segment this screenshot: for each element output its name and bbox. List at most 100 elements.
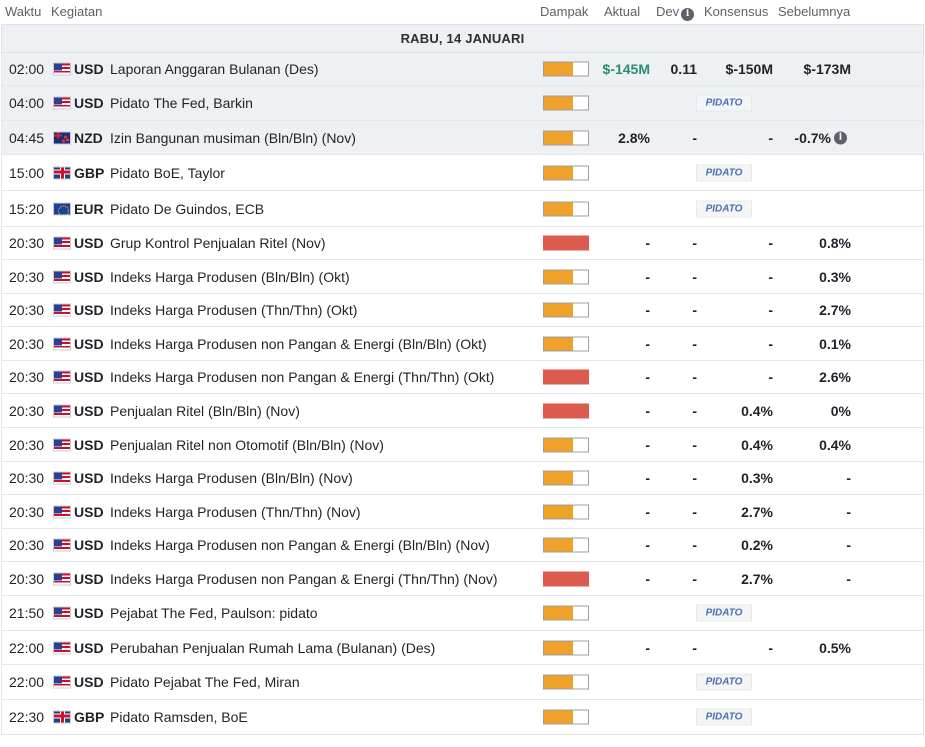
table-row[interactable]: 20:30 USD Grup Kontrol Penjualan Ritel (No… [1, 227, 924, 260]
event-currency: USD [74, 302, 104, 318]
table-row[interactable]: 20:30 USD Indeks Harga Produsen non Pangan… [1, 529, 924, 562]
table-row[interactable]: 15:20 EUR Pidato De Guindos, ECB PIDATO [1, 191, 924, 227]
table-row[interactable]: 20:30 USD Penjualan Ritel (Bln/Bln) (Nov) -… [1, 394, 924, 428]
event-name[interactable]: Indeks Harga Produsen non Pangan & Energ… [110, 335, 487, 352]
event-time: 15:00 [9, 164, 45, 181]
table-row[interactable]: 20:30 USD Indeks Harga Produsen (Bln/Bln) … [1, 260, 924, 294]
impact-medium-bar [543, 640, 589, 655]
consensus-value: - [768, 335, 773, 352]
event-time: 22:00 [9, 639, 45, 656]
event-name[interactable]: Pejabat The Fed, Paulson: pidato [110, 605, 318, 621]
event-time: 20:30 [9, 302, 45, 318]
event-name[interactable]: Indeks Harga Produsen (Thn/Thn) (Nov) [110, 503, 361, 520]
impact-medium-bar [543, 504, 589, 519]
header-dampak[interactable]: Dampak [540, 4, 589, 19]
event-name[interactable]: Indeks Harga Produsen (Bln/Bln) (Nov) [110, 470, 353, 486]
table-row[interactable]: 15:00 GBP Pidato BoE, Taylor PIDATO [1, 155, 924, 191]
table-row[interactable]: 22:00 USD Pidato Pejabat The Fed, Miran PID… [1, 665, 924, 700]
table-row[interactable]: 20:30 USD Penjualan Ritel non Otomotif (Bl… [1, 428, 924, 462]
event-name[interactable]: Penjualan Ritel (Bln/Bln) (Nov) [110, 402, 300, 419]
event-name[interactable]: Pidato BoE, Taylor [110, 164, 225, 181]
table-row[interactable]: 20:30 USD Indeks Harga Produsen (Bln/Bln) … [1, 462, 924, 495]
actual-value: - [645, 570, 650, 587]
actual-value: - [645, 268, 650, 285]
deviation-value: - [692, 129, 697, 146]
consensus-value: - [768, 302, 773, 318]
impact-medium-bar [543, 302, 589, 318]
consensus-value: 2.7% [741, 503, 773, 520]
event-name[interactable]: Indeks Harga Produsen non Pangan & Energ… [110, 369, 495, 385]
us-flag-icon [53, 538, 71, 552]
header-waktu[interactable]: Waktu [5, 4, 42, 19]
event-currency: NZD [74, 129, 103, 146]
event-name[interactable]: Laporan Anggaran Bulanan (Des) [110, 61, 319, 77]
event-name[interactable]: Indeks Harga Produsen non Pangan & Energ… [110, 537, 490, 553]
header-konsensus[interactable]: Konsensus [704, 4, 769, 19]
consensus-value: 0.4% [741, 436, 773, 453]
speech-badge: PIDATO [696, 164, 752, 181]
event-currency: USD [74, 369, 104, 385]
event-time: 04:45 [9, 129, 45, 146]
deviation-value: - [692, 436, 697, 453]
header-sebelumnya[interactable]: Sebelumnya [778, 4, 851, 19]
previous-value: 0.5% [819, 639, 851, 656]
consensus-value: $-150M [725, 61, 773, 77]
deviation-value: - [692, 402, 697, 419]
table-row[interactable]: 20:30 USD Indeks Harga Produsen (Thn/Thn) … [1, 294, 924, 327]
table-row[interactable]: 20:30 USD Indeks Harga Produsen non Pangan… [1, 327, 924, 361]
event-name[interactable]: Pidato Pejabat The Fed, Miran [110, 674, 300, 690]
us-flag-icon [53, 303, 71, 317]
us-flag-icon [53, 96, 71, 110]
consensus-value: 0.2% [741, 537, 773, 553]
table-row[interactable]: 04:45 NZD Izin Bangunan musiman (Bln/Bln) … [1, 121, 924, 155]
actual-value: 2.8% [618, 129, 650, 146]
event-name[interactable]: Pidato Ramsden, BoE [110, 709, 248, 725]
us-flag-icon [53, 438, 71, 451]
event-name[interactable]: Grup Kontrol Penjualan Ritel (Nov) [110, 235, 326, 251]
header-aktual[interactable]: Aktual [604, 4, 641, 19]
speech-badge: PIDATO [696, 673, 752, 691]
table-row[interactable]: 20:30 USD Indeks Harga Produsen non Pangan… [1, 562, 924, 596]
table-row[interactable]: 20:30 USD Indeks Harga Produsen non Pangan… [1, 361, 924, 394]
deviation-value: - [692, 537, 697, 553]
header-dev[interactable]: Dev i [656, 4, 695, 21]
previous-value: 2.6% [819, 369, 851, 385]
event-name[interactable]: Izin Bangunan musiman (Bln/Bln) (Nov) [110, 129, 356, 146]
previous-value: $-173M [803, 61, 851, 77]
event-name[interactable]: Indeks Harga Produsen non Pangan & Energ… [110, 570, 498, 587]
event-time: 20:30 [9, 402, 45, 419]
event-name[interactable]: Indeks Harga Produsen (Bln/Bln) (Okt) [110, 268, 350, 285]
event-time: 20:30 [9, 570, 45, 587]
event-name[interactable]: Pidato De Guindos, ECB [110, 200, 265, 217]
speech-badge: PIDATO [696, 604, 752, 622]
actual-value: $-145M [602, 61, 650, 77]
event-name[interactable]: Pidato The Fed, Barkin [110, 95, 253, 111]
consensus-value: - [768, 639, 773, 656]
impact-medium-bar [543, 95, 589, 111]
info-icon[interactable]: i [681, 8, 695, 21]
deviation-value: - [692, 235, 697, 251]
impact-medium-bar [543, 470, 589, 486]
event-name[interactable]: Penjualan Ritel non Otomotif (Bln/Bln) (… [110, 436, 384, 453]
event-currency: USD [74, 436, 104, 453]
header-kegiatan[interactable]: Kegiatan [51, 4, 103, 19]
speech-badge: PIDATO [696, 200, 752, 217]
info-icon[interactable]: i [834, 131, 847, 144]
event-name[interactable]: Perubahan Penjualan Rumah Lama (Bulanan)… [110, 639, 436, 656]
previous-value: - [846, 470, 851, 486]
event-currency: USD [74, 503, 104, 520]
table-row[interactable]: 22:00 USD Perubahan Penjualan Rumah Lama (… [1, 631, 924, 665]
table-row[interactable]: 22:30 GBP Pidato Ramsden, BoE PIDATO [1, 700, 924, 735]
us-flag-icon [53, 62, 71, 76]
table-row[interactable]: 20:30 USD Indeks Harga Produsen (Thn/Thn) … [1, 495, 924, 529]
table-row[interactable]: 21:50 USD Pejabat The Fed, Paulson: pidato… [1, 596, 924, 631]
speech-badge: PIDATO [696, 708, 752, 726]
table-row[interactable]: 02:00 USD Laporan Anggaran Bulanan (Des) $-… [1, 53, 924, 86]
table-row[interactable]: 04:00 USD Pidato The Fed, Barkin PIDATO [1, 86, 924, 121]
nz-flag-icon [53, 131, 71, 144]
previous-value: - [846, 570, 851, 587]
deviation-value: - [692, 503, 697, 520]
event-name[interactable]: Indeks Harga Produsen (Thn/Thn) (Okt) [110, 302, 358, 318]
actual-value: - [645, 470, 650, 486]
deviation-value: - [692, 369, 697, 385]
